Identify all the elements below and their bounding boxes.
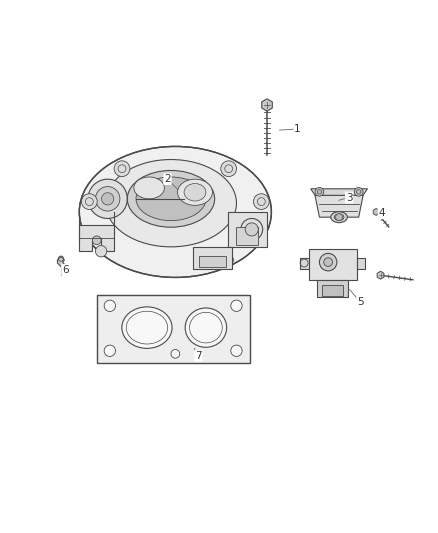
Circle shape xyxy=(319,253,337,271)
Ellipse shape xyxy=(106,159,237,247)
Bar xyxy=(321,285,343,296)
Polygon shape xyxy=(300,258,308,269)
Polygon shape xyxy=(315,195,363,217)
Circle shape xyxy=(92,236,101,245)
Ellipse shape xyxy=(127,171,215,227)
Circle shape xyxy=(104,300,116,311)
Text: 6: 6 xyxy=(62,265,69,275)
Ellipse shape xyxy=(334,214,344,221)
Bar xyxy=(97,295,250,362)
Polygon shape xyxy=(79,225,114,251)
Circle shape xyxy=(81,194,97,209)
Polygon shape xyxy=(262,99,272,111)
Ellipse shape xyxy=(122,307,172,349)
Text: 7: 7 xyxy=(195,351,202,361)
Polygon shape xyxy=(57,256,64,266)
Circle shape xyxy=(245,223,258,236)
Circle shape xyxy=(196,254,207,265)
Circle shape xyxy=(241,219,263,240)
Circle shape xyxy=(254,194,269,209)
Polygon shape xyxy=(373,208,379,215)
Text: 3: 3 xyxy=(346,192,353,203)
Circle shape xyxy=(324,258,332,266)
Circle shape xyxy=(104,345,116,357)
Circle shape xyxy=(171,350,180,358)
Text: 2: 2 xyxy=(164,174,171,184)
Bar xyxy=(199,256,226,266)
Circle shape xyxy=(221,161,237,176)
Bar xyxy=(193,247,232,269)
Circle shape xyxy=(95,187,120,211)
Circle shape xyxy=(95,246,107,257)
Circle shape xyxy=(231,300,242,311)
Ellipse shape xyxy=(184,183,206,201)
Polygon shape xyxy=(357,258,365,269)
Text: 5: 5 xyxy=(357,297,364,308)
Circle shape xyxy=(114,161,130,176)
Text: 4: 4 xyxy=(378,208,385,218)
Polygon shape xyxy=(377,271,384,279)
Circle shape xyxy=(231,345,242,357)
Circle shape xyxy=(88,179,127,219)
Ellipse shape xyxy=(136,177,206,221)
Circle shape xyxy=(354,188,363,196)
Bar xyxy=(317,280,348,297)
Ellipse shape xyxy=(79,147,272,277)
Circle shape xyxy=(222,254,233,265)
Circle shape xyxy=(315,188,324,196)
Ellipse shape xyxy=(331,212,347,223)
Ellipse shape xyxy=(177,179,212,205)
Circle shape xyxy=(102,193,114,205)
Bar xyxy=(308,249,357,280)
Bar xyxy=(228,212,267,247)
Ellipse shape xyxy=(185,308,226,348)
Circle shape xyxy=(336,214,343,221)
Ellipse shape xyxy=(134,177,164,199)
Bar xyxy=(237,227,258,245)
Text: 1: 1 xyxy=(294,124,301,134)
Polygon shape xyxy=(311,189,367,195)
